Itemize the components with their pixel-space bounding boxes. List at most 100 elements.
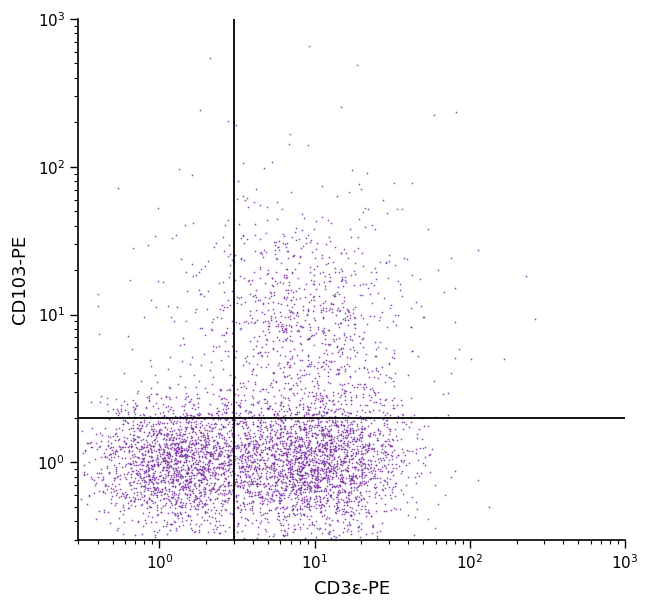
Point	[284, 395, 294, 405]
Point	[125, 463, 136, 473]
Point	[240, 445, 250, 455]
Point	[337, 504, 347, 514]
Point	[145, 443, 155, 452]
Point	[361, 364, 372, 374]
Point	[192, 448, 203, 457]
Point	[238, 378, 248, 387]
Point	[331, 470, 341, 479]
Point	[285, 437, 296, 447]
Point	[282, 460, 293, 470]
Point	[124, 447, 134, 457]
Point	[374, 312, 385, 322]
Point	[317, 511, 327, 521]
Point	[197, 468, 207, 477]
Point	[304, 446, 315, 456]
Point	[202, 466, 213, 476]
Point	[102, 463, 112, 473]
Point	[314, 408, 324, 418]
Point	[170, 465, 181, 475]
Point	[341, 466, 352, 476]
Point	[439, 287, 449, 297]
Point	[135, 460, 145, 470]
Point	[143, 512, 153, 521]
Point	[278, 238, 289, 248]
Point	[140, 446, 150, 456]
Point	[141, 477, 151, 487]
Point	[123, 498, 133, 508]
Point	[305, 485, 315, 495]
Point	[358, 459, 368, 469]
Point	[129, 449, 139, 459]
Point	[142, 446, 153, 456]
Point	[364, 390, 374, 400]
Point	[121, 438, 131, 448]
Point	[348, 416, 358, 426]
Point	[242, 448, 252, 458]
Point	[231, 491, 241, 501]
Point	[148, 426, 159, 435]
Point	[96, 452, 106, 462]
Point	[340, 487, 350, 497]
Point	[189, 527, 200, 537]
Point	[283, 445, 293, 454]
Point	[262, 487, 272, 497]
Point	[272, 425, 282, 435]
Point	[389, 481, 400, 491]
Point	[235, 233, 246, 242]
Point	[306, 482, 316, 492]
Point	[216, 393, 227, 403]
Point	[120, 493, 130, 503]
Point	[322, 350, 332, 359]
Point	[221, 466, 231, 476]
Point	[182, 450, 192, 460]
Point	[292, 436, 303, 446]
Point	[156, 507, 166, 517]
Point	[166, 442, 177, 452]
Point	[350, 492, 360, 502]
Point	[302, 311, 312, 320]
Point	[338, 281, 348, 290]
Point	[148, 461, 158, 471]
Point	[190, 435, 200, 445]
Point	[180, 436, 190, 446]
Point	[299, 389, 309, 398]
Point	[151, 450, 162, 460]
Point	[349, 345, 359, 355]
Point	[262, 466, 272, 476]
Point	[311, 244, 321, 253]
Point	[203, 461, 214, 471]
Point	[115, 444, 125, 454]
Point	[174, 444, 185, 454]
Point	[219, 488, 229, 498]
Point	[364, 491, 374, 501]
Point	[413, 351, 423, 361]
Point	[333, 495, 344, 504]
Point	[168, 317, 179, 326]
Point	[180, 475, 190, 485]
Point	[356, 449, 367, 459]
Point	[315, 523, 326, 533]
Point	[334, 392, 345, 402]
Point	[333, 502, 343, 512]
Point	[200, 500, 210, 510]
Point	[231, 317, 241, 327]
Point	[227, 316, 237, 326]
Point	[324, 430, 335, 440]
Point	[179, 451, 190, 461]
Point	[211, 408, 221, 418]
Point	[194, 446, 205, 456]
Point	[155, 441, 166, 451]
Point	[297, 495, 307, 505]
Point	[216, 443, 227, 453]
Point	[127, 466, 137, 476]
Point	[338, 471, 348, 481]
Point	[183, 418, 193, 428]
Point	[221, 404, 231, 414]
Point	[334, 364, 345, 374]
Point	[396, 205, 407, 214]
Point	[233, 176, 243, 186]
Point	[369, 466, 380, 476]
Point	[169, 438, 179, 448]
Point	[171, 443, 181, 453]
Point	[330, 445, 341, 455]
